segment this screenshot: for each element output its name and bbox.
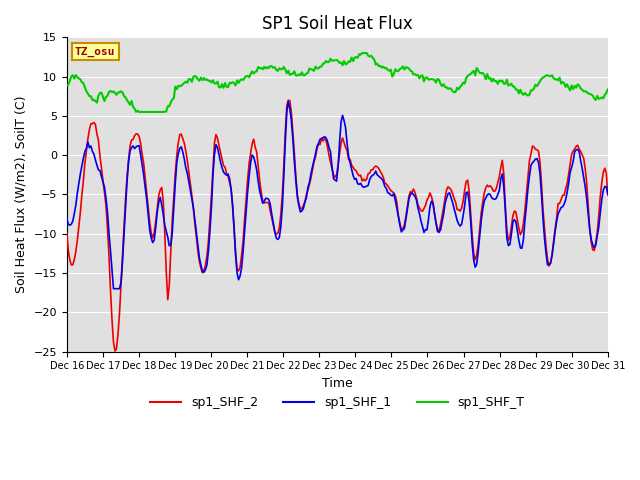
X-axis label: Time: Time bbox=[322, 377, 353, 390]
Y-axis label: Soil Heat Flux (W/m2), SoilT (C): Soil Heat Flux (W/m2), SoilT (C) bbox=[15, 96, 28, 293]
Legend: sp1_SHF_2, sp1_SHF_1, sp1_SHF_T: sp1_SHF_2, sp1_SHF_1, sp1_SHF_T bbox=[145, 391, 530, 414]
Text: TZ_osu: TZ_osu bbox=[75, 47, 115, 57]
Title: SP1 Soil Heat Flux: SP1 Soil Heat Flux bbox=[262, 15, 413, 33]
